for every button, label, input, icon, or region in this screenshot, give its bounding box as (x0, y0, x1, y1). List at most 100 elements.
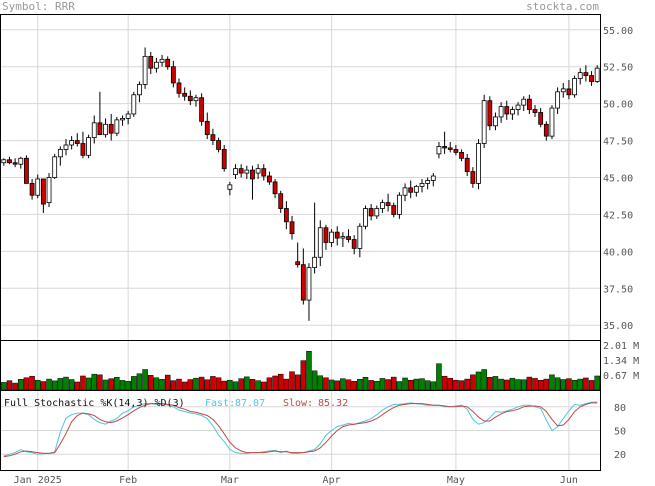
volume-bar (210, 376, 216, 391)
candle-body (543, 123, 549, 137)
volume-bar (204, 379, 211, 391)
volume-bar (453, 379, 459, 391)
volume-bar (475, 371, 482, 391)
candle-body (244, 169, 250, 174)
candle-body (396, 194, 402, 215)
candle-body (521, 98, 527, 106)
volume-bar (18, 379, 24, 391)
volume-bar (142, 369, 148, 391)
candle-body (555, 91, 561, 109)
candle-body (329, 231, 334, 243)
stoch-slow-label: Slow: (283, 398, 313, 409)
volume-bar (537, 379, 544, 391)
volume-bar (221, 380, 227, 391)
volume-bar (487, 377, 493, 391)
volume-bar (153, 377, 160, 391)
volume-bar (261, 381, 267, 391)
candle-body (346, 236, 351, 240)
candle-body (1, 159, 7, 164)
volume-bar (80, 375, 86, 391)
panel-frames (0, 14, 601, 471)
volume-bar (125, 381, 131, 391)
volume-bar (119, 380, 126, 391)
volume-bar (492, 376, 499, 391)
candle-body (504, 106, 510, 115)
volume-bar (560, 379, 567, 391)
stochastic-lines (3, 401, 598, 458)
stoch-slow-line (3, 402, 598, 458)
candle-body (261, 168, 267, 177)
volume-bar (136, 373, 143, 391)
volume-bar (12, 382, 18, 391)
candle-body (165, 58, 171, 68)
volume-bar (227, 379, 233, 391)
candle-body (199, 97, 205, 122)
candle-body (317, 227, 323, 258)
candle-body (363, 208, 368, 227)
candle-body (57, 149, 63, 158)
candle-body (583, 72, 589, 76)
candle-body (577, 72, 583, 79)
candle-body (380, 202, 385, 209)
volume-bar (193, 377, 199, 391)
candle-body (182, 92, 188, 97)
volume-bar (419, 378, 425, 391)
candle-body (459, 151, 464, 159)
volume-bar (311, 370, 318, 391)
candle-body (125, 113, 131, 119)
price-candles (1, 47, 600, 321)
symbol-label: Symbol: RRR (2, 0, 75, 13)
candle-body (204, 120, 210, 136)
price-tick-label: 42.50 (603, 210, 633, 221)
volume-bar (289, 371, 295, 391)
candle-body (419, 183, 425, 187)
candle-body (74, 140, 80, 144)
candle-body (267, 175, 272, 183)
volume-bar (554, 377, 561, 391)
candle-body (18, 157, 24, 165)
candle-body (283, 208, 289, 223)
volume-bar (328, 379, 335, 391)
volume-bar (68, 379, 75, 391)
month-label: Feb (119, 475, 137, 486)
candle-body (250, 169, 255, 180)
volume-bar (520, 379, 527, 391)
volume-bar (362, 377, 369, 391)
volume-bar (46, 378, 52, 391)
price-tick-label: 47.50 (603, 137, 633, 148)
volume-bar (181, 381, 188, 391)
volume-bar (424, 380, 431, 391)
price-tick-label: 37.50 (603, 284, 633, 295)
volume-bar (402, 377, 408, 391)
volume-bar (345, 379, 352, 391)
volume-bar (102, 379, 109, 391)
candle-body (447, 147, 453, 150)
candle-body (408, 187, 414, 193)
candle-body (470, 171, 476, 184)
volume-bar (108, 378, 114, 391)
volume-bar (430, 381, 437, 391)
volume-bar (379, 378, 386, 391)
candle-body (368, 208, 374, 217)
volume-bar (458, 380, 465, 391)
stoch-slow-value: 85.32 (318, 398, 348, 409)
site-label: stockta.com (526, 0, 599, 13)
candle-body (515, 104, 521, 110)
volume-bar (368, 380, 374, 391)
candle-body (498, 106, 504, 118)
candle-body (227, 184, 233, 190)
volume-bar (97, 374, 103, 391)
candle-body (187, 95, 193, 102)
volume-bar (85, 377, 92, 391)
grid-lines (1, 15, 600, 470)
volume-bar (40, 381, 47, 391)
candle-body (80, 143, 86, 156)
volume-bar (29, 375, 35, 391)
candle-body (532, 109, 538, 113)
candle-body (493, 116, 498, 127)
volume-tick-label: 1.34 M (603, 356, 639, 367)
volume-bar (23, 377, 30, 391)
candle-body (391, 205, 397, 215)
volume-bar (543, 378, 550, 391)
candle-body (272, 181, 278, 195)
